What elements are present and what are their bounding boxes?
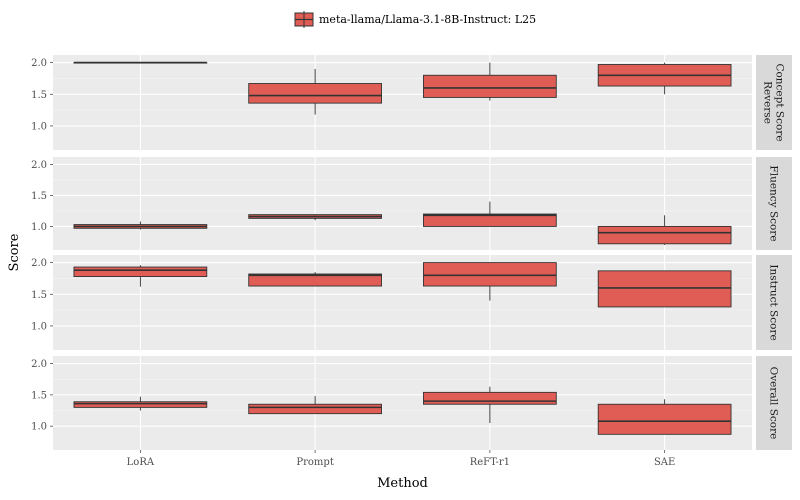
y-tick-label: 1.0 xyxy=(31,121,47,132)
box xyxy=(423,201,557,227)
y-tick-label: 2.0 xyxy=(31,58,47,69)
box-body xyxy=(248,273,382,287)
facet-label-line: Overall Score xyxy=(768,367,780,440)
box xyxy=(597,270,732,308)
box-body xyxy=(73,401,208,408)
box xyxy=(248,68,382,115)
legend-label: meta-llama/Llama-3.1-8B-Instruct: L25 xyxy=(319,13,536,26)
facet-panel: 1.0 1.5 2.0 Instruct Score xyxy=(31,255,792,350)
facet-label-line: Concept Score xyxy=(774,63,786,141)
y-tick-label: 1.5 xyxy=(31,191,47,202)
box xyxy=(73,396,208,411)
box xyxy=(73,61,208,64)
x-tick-label: LoRA xyxy=(127,457,155,468)
facet-label-line: Instruct Score xyxy=(768,264,780,340)
facet-panel: 1.0 1.5 2.0 Fluency Score xyxy=(31,157,792,250)
facet-strip xyxy=(756,55,792,150)
x-tick-label: SAE xyxy=(654,457,675,468)
x-tick-label: ReFT-r1 xyxy=(470,457,510,468)
box-body xyxy=(423,213,557,227)
facet-label: Overall Score xyxy=(768,367,780,440)
box-body xyxy=(423,74,557,98)
facet-label: Fluency Score xyxy=(768,165,780,241)
facet-panel: 1.0 1.5 2.0 Concept ScoreReverse xyxy=(31,55,792,150)
box-body xyxy=(423,262,557,287)
box xyxy=(248,214,382,221)
box xyxy=(423,262,557,301)
y-tick-label: 2.0 xyxy=(31,258,47,269)
box-body xyxy=(597,270,732,308)
y-axis-title: Score xyxy=(7,233,22,271)
y-tick-label: 1.0 xyxy=(31,422,47,433)
y-tick-label: 1.5 xyxy=(31,390,47,401)
y-tick-label: 1.0 xyxy=(31,321,47,332)
facet-label: Concept ScoreReverse xyxy=(762,63,786,141)
box-body xyxy=(597,225,732,245)
box xyxy=(597,215,732,246)
box xyxy=(73,221,208,230)
box xyxy=(73,265,208,287)
box xyxy=(248,396,382,415)
box xyxy=(597,62,732,95)
facet-strip xyxy=(756,157,792,250)
box xyxy=(597,399,732,435)
y-tick-label: 1.5 xyxy=(31,90,47,101)
y-tick-label: 1.5 xyxy=(31,290,47,301)
facet-label-line: Reverse xyxy=(762,81,774,124)
facet-panel: 1.0 1.5 2.0 Overall Score xyxy=(31,356,792,450)
y-tick-label: 1.0 xyxy=(31,222,47,233)
box xyxy=(248,272,382,287)
y-tick-label: 2.0 xyxy=(31,359,47,370)
legend: meta-llama/Llama-3.1-8B-Instruct: L25 xyxy=(294,11,536,28)
x-axis-title: Method xyxy=(377,476,428,491)
facet-label-line: Fluency Score xyxy=(768,165,780,241)
box xyxy=(423,386,557,424)
y-tick-label: 2.0 xyxy=(31,160,47,171)
box-body xyxy=(73,266,208,277)
box xyxy=(423,62,557,101)
x-tick-label: Prompt xyxy=(296,457,333,468)
box-body xyxy=(248,403,382,415)
box-body xyxy=(597,403,732,435)
box-body xyxy=(248,83,382,104)
facet-strip xyxy=(756,356,792,450)
box-body xyxy=(423,391,557,405)
facet-strip xyxy=(756,255,792,350)
facet-label: Instruct Score xyxy=(768,264,780,340)
